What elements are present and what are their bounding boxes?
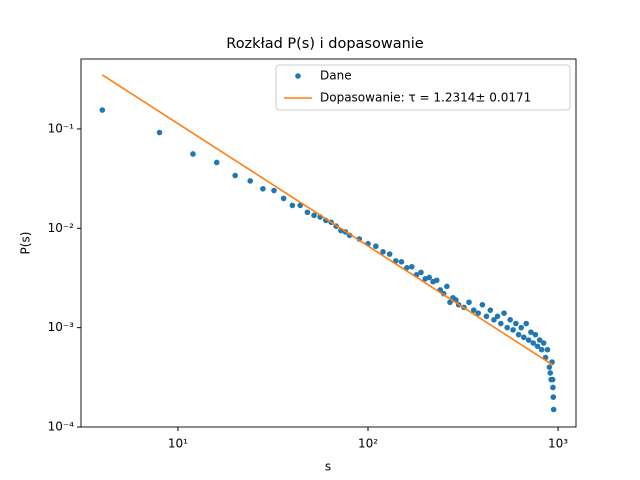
plot-frame [80,58,577,428]
data-point [156,129,163,136]
data-point [398,259,405,265]
data-point [280,195,287,202]
data-point [498,320,504,327]
data-point [494,313,501,320]
data-point [271,187,277,194]
data-point [491,316,497,323]
x-tick-label: 10² [358,437,378,451]
data-point [550,406,557,413]
data-point [538,346,545,353]
x-axis-label: s [325,460,331,474]
data-point [426,274,433,281]
data-point [525,337,532,343]
data-point [549,376,556,383]
data-point [536,337,543,343]
data-point [530,340,536,346]
data-point [523,320,530,327]
data-point [528,329,534,335]
data-point [544,346,551,353]
data-point [475,310,481,316]
data-point [304,209,311,216]
data-point [408,263,415,270]
x-tick-label: 10¹ [168,437,188,451]
y-tick-label: 10⁻⁴ [48,420,75,434]
data-point [479,301,486,308]
data-point [532,331,539,338]
y-tick-label: 10⁻² [48,221,75,235]
data-point [386,251,393,257]
data-point [504,324,510,331]
data-point [260,185,266,192]
data-point [534,343,541,350]
data-point [515,331,522,338]
data-point [550,394,557,400]
data-point [550,384,556,391]
data-point [418,269,424,276]
data-point [373,243,379,250]
data-point [99,107,106,113]
data-point [380,249,386,255]
legend-swatch [295,73,301,79]
legend-label: Dane [320,69,352,83]
data-point [501,310,507,316]
data-point [190,151,196,157]
data-point [466,299,472,306]
data-point [213,159,220,166]
legend-label: Dopasowanie: τ = 1.2314± 0.0171 [320,91,531,105]
data-point [513,320,519,327]
data-point [483,313,490,320]
data-point [487,307,494,313]
chart-title: Rozkład P(s) i dopasowanie [226,36,424,52]
x-tick-label: 10³ [548,437,568,451]
data-point [444,283,450,290]
data-point [520,334,527,341]
data-point [289,202,296,209]
fit-line [101,74,554,366]
data-point [232,172,238,179]
data-point [540,340,547,346]
data-point [447,299,453,306]
data-point [518,324,525,331]
data-point [247,178,253,184]
data-point [433,277,440,284]
legend-box [275,64,571,111]
data-point [507,316,513,323]
y-tick-label: 10⁻³ [48,320,75,334]
y-axis-label: P(s) [19,232,33,255]
data-point [510,327,516,333]
data-point [470,307,477,313]
data-point [311,212,317,219]
data-point [546,364,553,370]
y-tick-label: 10⁻¹ [48,121,75,135]
data-point [547,370,554,376]
